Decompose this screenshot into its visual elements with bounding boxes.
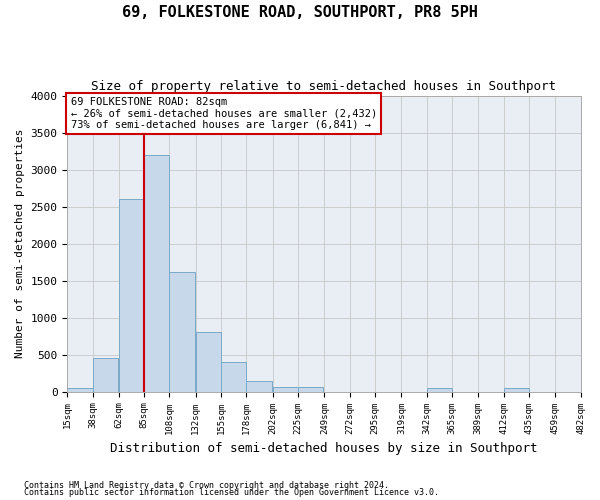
Bar xyxy=(67,388,92,392)
Text: Contains public sector information licensed under the Open Government Licence v3: Contains public sector information licen… xyxy=(24,488,439,497)
Bar xyxy=(196,332,221,392)
Bar xyxy=(169,272,195,392)
Bar xyxy=(144,155,169,392)
Bar xyxy=(298,386,323,392)
Bar xyxy=(92,358,118,392)
Text: Contains HM Land Registry data © Crown copyright and database right 2024.: Contains HM Land Registry data © Crown c… xyxy=(24,480,389,490)
Bar xyxy=(427,388,452,392)
Bar xyxy=(273,386,298,392)
Bar xyxy=(221,362,247,392)
Title: Size of property relative to semi-detached houses in Southport: Size of property relative to semi-detach… xyxy=(91,80,556,93)
Y-axis label: Number of semi-detached properties: Number of semi-detached properties xyxy=(15,129,25,358)
Bar xyxy=(503,388,529,392)
X-axis label: Distribution of semi-detached houses by size in Southport: Distribution of semi-detached houses by … xyxy=(110,442,538,455)
Text: 69, FOLKESTONE ROAD, SOUTHPORT, PR8 5PH: 69, FOLKESTONE ROAD, SOUTHPORT, PR8 5PH xyxy=(122,5,478,20)
Bar xyxy=(247,380,272,392)
Bar xyxy=(119,199,144,392)
Text: 69 FOLKESTONE ROAD: 82sqm
← 26% of semi-detached houses are smaller (2,432)
73% : 69 FOLKESTONE ROAD: 82sqm ← 26% of semi-… xyxy=(71,97,377,130)
